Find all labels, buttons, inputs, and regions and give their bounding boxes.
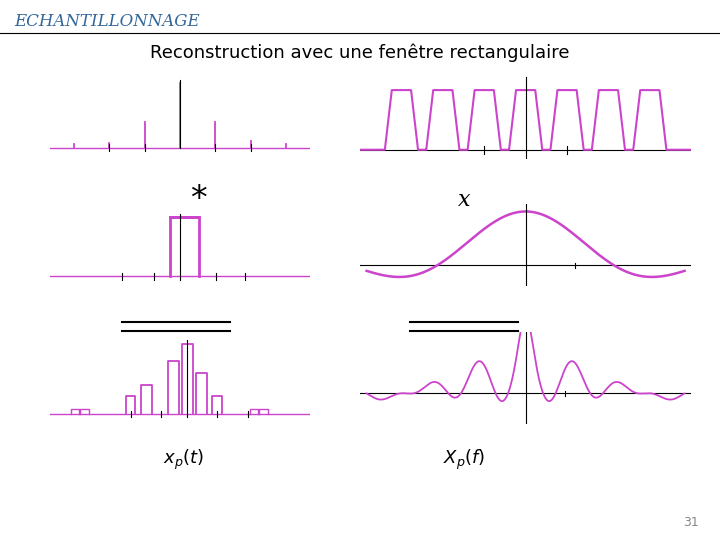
Text: $X_p(f)$: $X_p(f)$ [444, 448, 485, 472]
Text: 31: 31 [683, 516, 698, 529]
Text: ECHANTILLONNAGE: ECHANTILLONNAGE [14, 14, 200, 30]
Text: x: x [458, 189, 471, 211]
Text: *: * [189, 183, 207, 217]
Text: $x_p(t)$: $x_p(t)$ [163, 448, 204, 472]
Text: Reconstruction avec une fenêtre rectangulaire: Reconstruction avec une fenêtre rectangu… [150, 43, 570, 62]
